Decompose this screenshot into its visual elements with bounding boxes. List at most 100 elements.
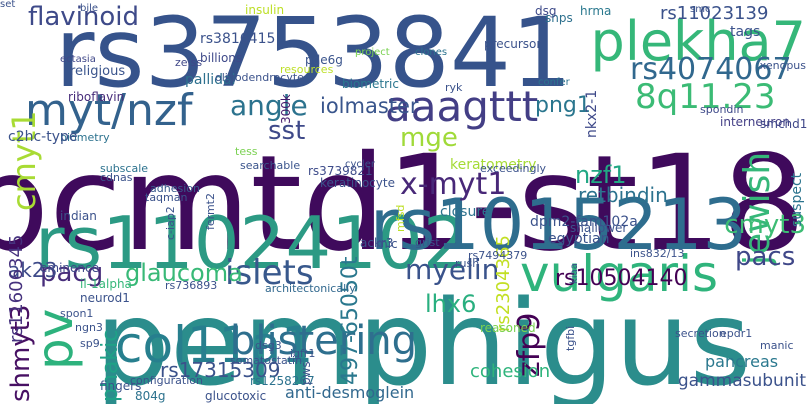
- cloud-word: x-myt1: [400, 167, 507, 202]
- cloud-word: cycler: [345, 159, 375, 170]
- cloud-word: egyptian: [548, 231, 610, 247]
- cloud-word: reasoned: [480, 321, 536, 335]
- cloud-word: shallower: [570, 221, 628, 235]
- cloud-word: ectasia: [60, 54, 96, 65]
- cloud-word: exceedingly: [480, 162, 547, 175]
- cloud-word: ackr3: [360, 236, 394, 250]
- cloud-word: rs1258267: [250, 374, 315, 388]
- cloud-word: ak23: [8, 258, 58, 282]
- cloud-word: resources: [280, 63, 334, 76]
- cloud-word: biometry: [60, 131, 110, 144]
- cloud-word: 804g: [135, 389, 166, 403]
- cloud-word: cdnas: [100, 171, 133, 184]
- cloud-word: myelin: [405, 253, 500, 286]
- cloud-word: taqman: [145, 191, 188, 204]
- cloud-word: rs3753841: [55, 0, 573, 109]
- cloud-word: rs4074067: [630, 52, 792, 87]
- cloud-word: pde6g: [305, 53, 343, 67]
- cloud-word: neurod1: [80, 291, 130, 305]
- cloud-word: mic: [376, 237, 398, 251]
- cloud-word: pemphigus: [95, 274, 752, 404]
- cloud-word: fingers: [100, 379, 142, 393]
- cloud-word: anti-desmoglein: [285, 383, 415, 402]
- cloud-word: col11a1: [115, 316, 314, 374]
- cloud-word: precursor: [484, 37, 542, 51]
- cloud-word: configuration: [130, 374, 203, 387]
- cloud-word: rs17315309: [160, 358, 281, 382]
- cloud-word: pacs: [735, 242, 796, 272]
- cloud-word: retbindin: [578, 183, 668, 207]
- cloud-word: eminence: [40, 261, 99, 275]
- cloud-word: cohesion: [470, 361, 551, 382]
- cloud-word: angle: [230, 89, 308, 122]
- cloud-word: tess: [235, 145, 258, 158]
- cloud-word: ins832/13: [630, 247, 685, 260]
- cloud-word: 497-65050t: [338, 256, 363, 385]
- cloud-word: somatostatin: [230, 354, 303, 367]
- cloud-word: gammasubunit: [677, 371, 806, 391]
- cloud-word: plekha7: [590, 10, 806, 73]
- cloud-word: riboflavin: [68, 90, 125, 104]
- cloud-word: igfr1: [290, 347, 316, 360]
- cloud-word: pacg: [40, 258, 104, 288]
- cloud-word: 300k: [279, 93, 293, 124]
- cloud-word: glucotoxic: [205, 389, 267, 403]
- cloud-word: secretion: [675, 327, 726, 340]
- cloud-word: rs1015213: [370, 184, 748, 266]
- cloud-word: rs11606345: [6, 234, 27, 343]
- cloud-word: pcmtd1-st18: [0, 127, 806, 281]
- cloud-word: myt/nzf: [25, 85, 193, 136]
- cloud-word: biometric: [342, 77, 399, 91]
- cloud-word: kiaa: [569, 263, 580, 284]
- cloud-word: nkx2-1: [584, 90, 600, 139]
- cloud-word: pancreas: [705, 352, 779, 371]
- cloud-word: ngn3: [75, 321, 103, 334]
- cloud-word: snps: [545, 11, 573, 25]
- cloud-word: dpm2-fam102a: [530, 214, 638, 230]
- cloud-word: spon1: [60, 307, 94, 320]
- cloud-word: flavinoid: [28, 2, 140, 32]
- cloud-word: rs10504140: [555, 266, 688, 291]
- cloud-word: ryk: [445, 81, 463, 94]
- cloud-word: c-iap2: [164, 205, 177, 240]
- cloud-word: tags: [730, 24, 761, 40]
- cloud-word: zeiss: [175, 56, 203, 69]
- cloud-word: keratinocyte: [320, 176, 395, 190]
- cloud-word: indian: [60, 209, 97, 223]
- cloud-word: rs736893: [165, 279, 218, 292]
- cloud-word: rs3816415: [200, 31, 276, 47]
- cloud-word: hrma: [580, 4, 612, 18]
- cloud-word: mge: [400, 123, 458, 153]
- cloud-word: manic: [760, 339, 794, 352]
- cloud-word: cmyt3: [724, 210, 806, 240]
- cloud-word: iolmaster: [320, 94, 419, 118]
- cloud-word: blistering: [230, 318, 418, 364]
- cloud-word: religious: [70, 64, 126, 79]
- cloud-word: billions: [200, 51, 243, 65]
- cloud-word: oligodendrocyte: [215, 71, 304, 84]
- cloud-word: project: [355, 47, 390, 58]
- cloud-word: epdr1: [720, 327, 753, 340]
- cloud-word: glaucoma: [125, 259, 243, 287]
- cloud-word: rs11024102: [35, 201, 469, 285]
- cloud-word: lhx6: [425, 290, 477, 318]
- cloud-word: png1: [535, 93, 591, 118]
- cloud-word: dsg3: [255, 339, 282, 352]
- cloud-word: xenopus: [759, 59, 806, 72]
- cloud-word: fermt2: [204, 192, 217, 230]
- cloud-word: spondin: [700, 103, 744, 116]
- cloud-word: confer: [538, 77, 570, 88]
- cloud-word: rs11023139: [660, 3, 769, 24]
- cloud-word: smchd1: [760, 117, 808, 131]
- cloud-word: nzf1: [575, 161, 627, 189]
- cloud-word: rs3739821: [308, 164, 373, 178]
- cloud-word: il-1alpha: [80, 277, 132, 291]
- cloud-word: sp9: [80, 337, 100, 350]
- cloud-word: interneuron: [720, 115, 790, 129]
- cloud-word: closure: [440, 204, 491, 220]
- cloud-word: smc: [690, 4, 711, 15]
- cloud-word: rush: [455, 257, 480, 270]
- cloud-word: set: [0, 0, 16, 10]
- cloud-word: dsg: [535, 4, 557, 18]
